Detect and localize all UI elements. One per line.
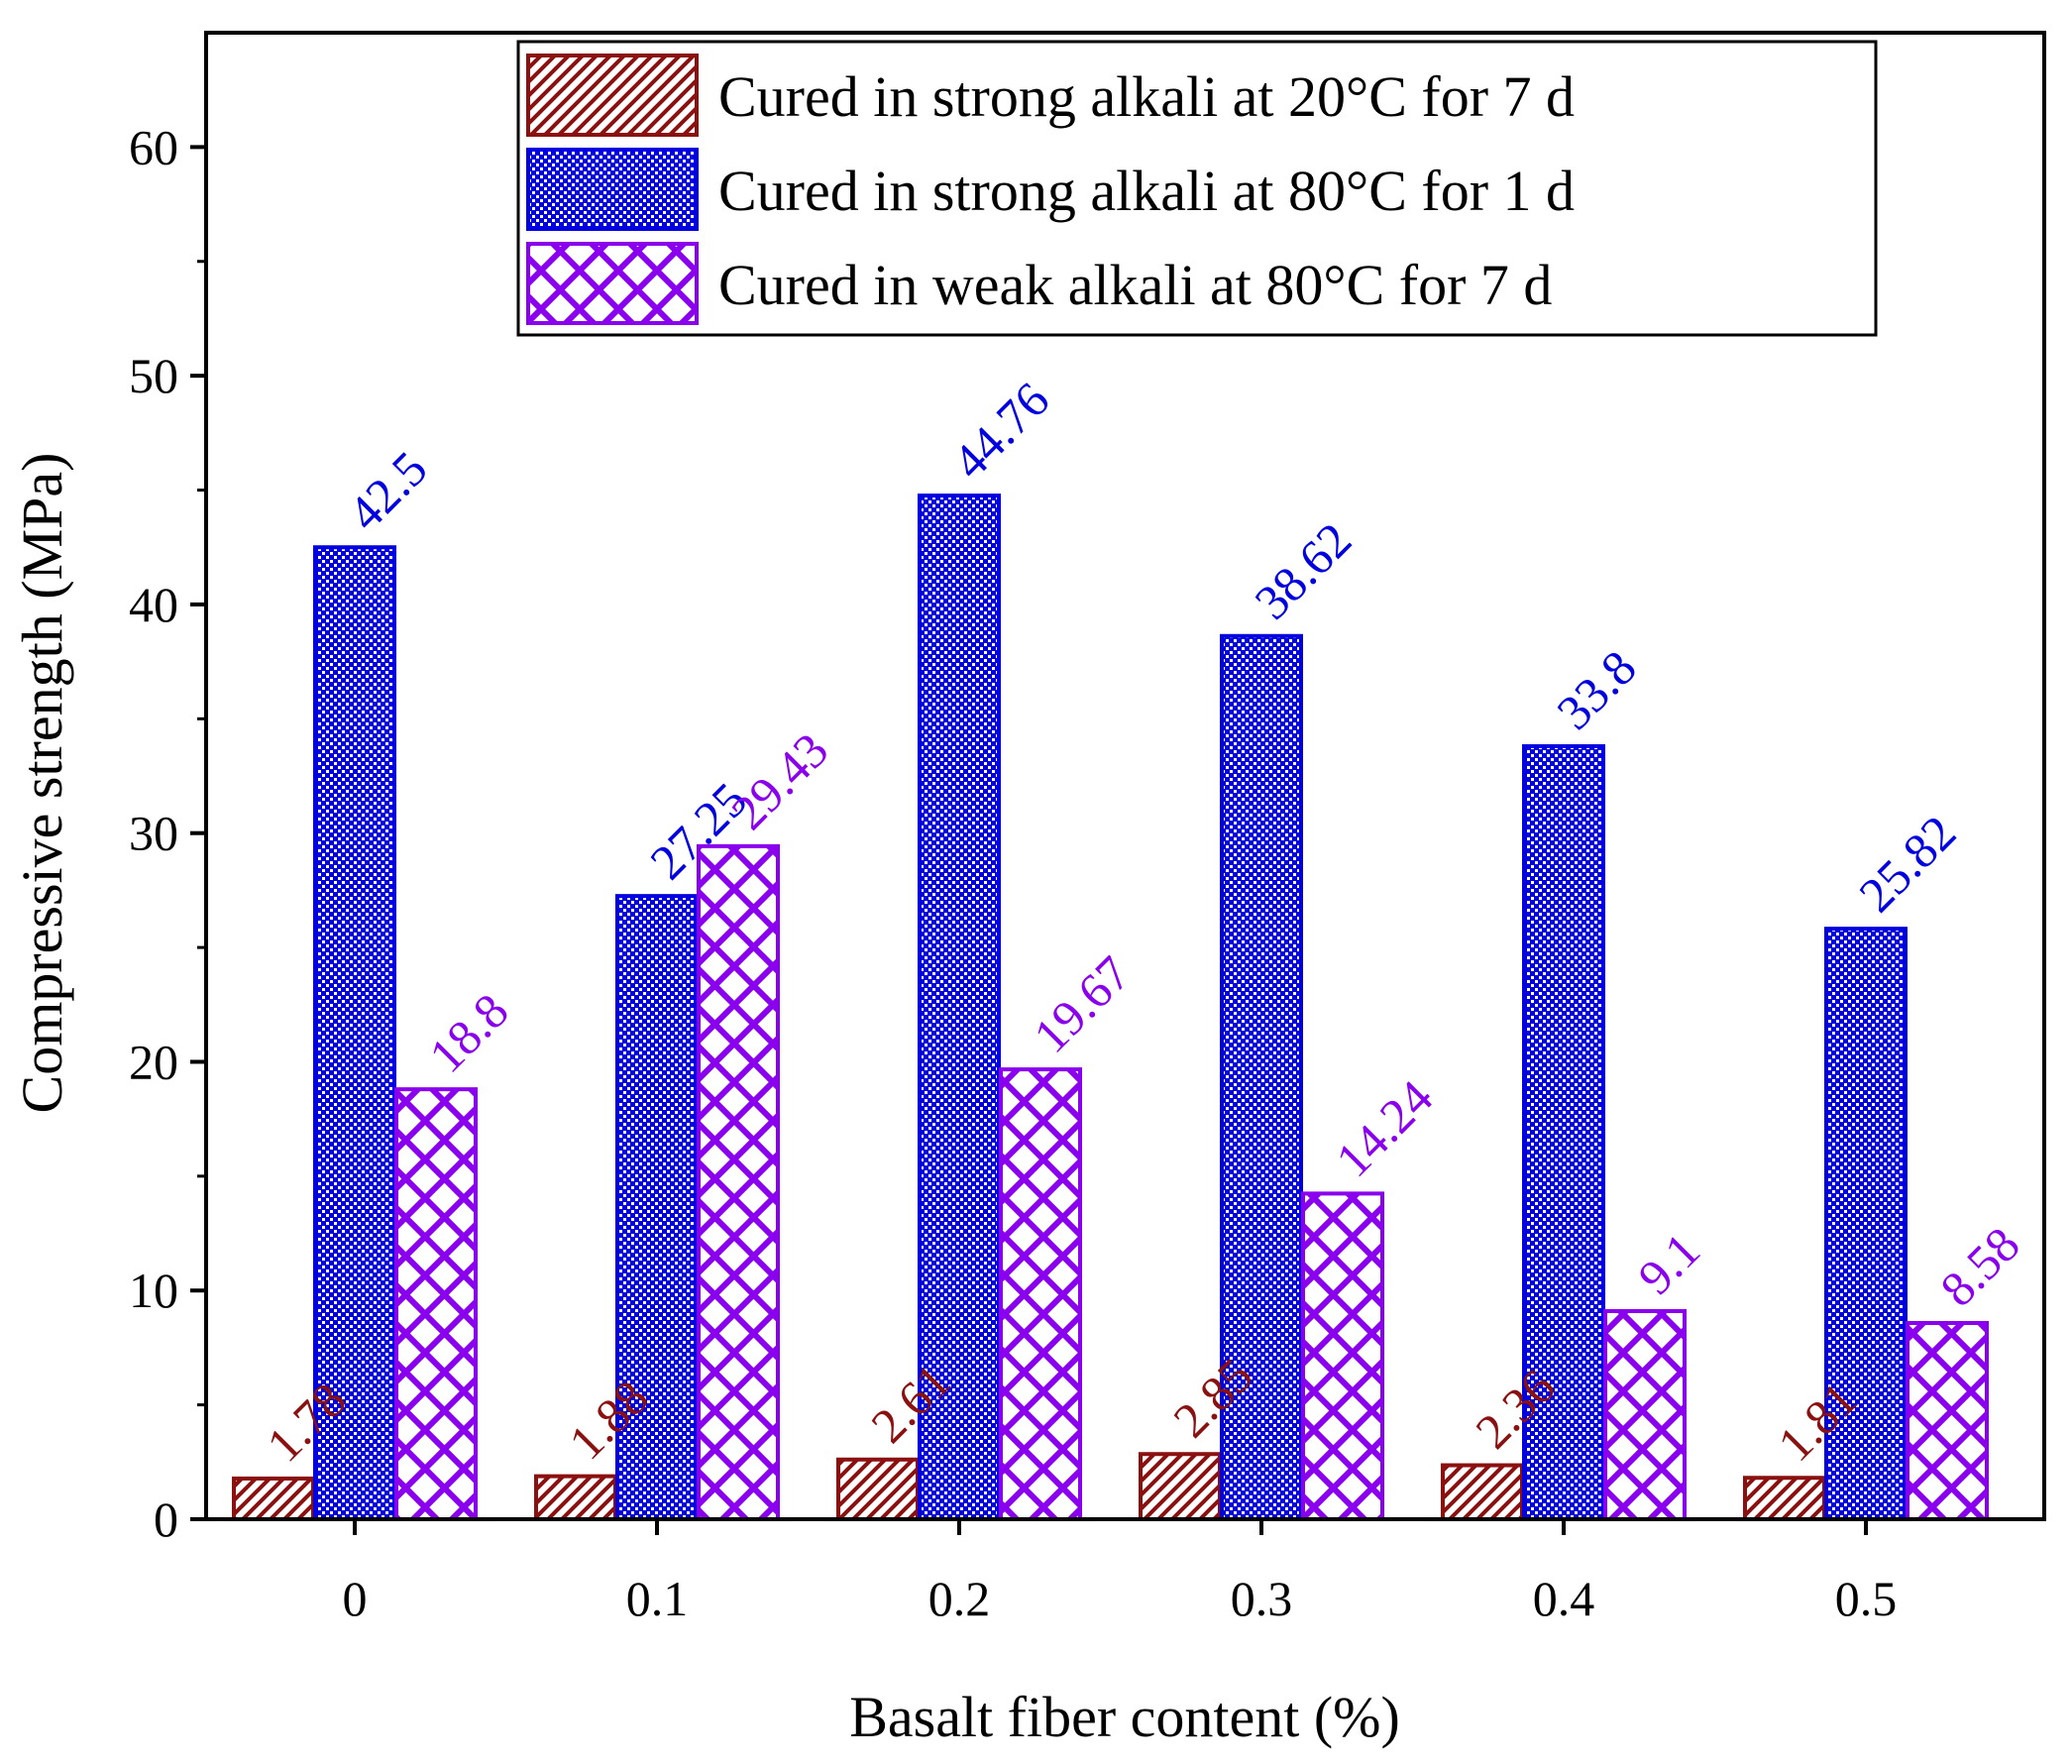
legend-label-strong-80c: Cured in strong alkali at 80°C for 1 d: [718, 159, 1575, 223]
bar-weak-80c-5: [1906, 1321, 1989, 1521]
data-label-weak-80c-3: 14.24: [1325, 1069, 1443, 1187]
data-label-weak-80c-2: 19.67: [1023, 945, 1141, 1063]
legend-swatch-strong-80c: [526, 148, 699, 231]
y-axis-title: Compressive strength (MPa): [10, 453, 74, 1114]
x-tick-label-3: 0.3: [1231, 1571, 1293, 1626]
y-tick-label-30: 30: [129, 806, 178, 861]
bar-weak-80c-2: [999, 1067, 1082, 1521]
data-label-weak-80c-4: 9.1: [1627, 1222, 1710, 1305]
data-label-weak-80c-0: 18.8: [418, 982, 518, 1082]
bar-weak-80c-4: [1603, 1309, 1687, 1521]
y-tick-label-0: 0: [154, 1491, 178, 1547]
legend-item-strong-80c: Cured in strong alkali at 80°C for 1 d: [526, 148, 1575, 231]
legend: Cured in strong alkali at 20°C for 7 d C…: [516, 40, 1878, 337]
x-tick-label-1: 0.1: [626, 1571, 689, 1626]
legend-swatch-strong-20c: [526, 54, 699, 137]
bar-strong-80c-1: [615, 894, 699, 1521]
legend-box: [516, 40, 1878, 337]
legend-label-strong-20c: Cured in strong alkali at 20°C for 7 d: [718, 64, 1575, 129]
bar-strong-80c-0: [313, 545, 396, 1521]
bar-strong-20c-4: [1441, 1463, 1524, 1521]
x-tick-label-4: 0.4: [1533, 1571, 1595, 1626]
x-tick-label-0: 0: [343, 1571, 368, 1626]
bar-strong-20c-5: [1743, 1476, 1826, 1521]
data-label-strong-80c-2: 44.76: [941, 372, 1059, 490]
legend-swatch-weak-80c: [526, 242, 699, 325]
x-tick-label-5: 0.5: [1835, 1571, 1898, 1626]
x-axis: 0 0.1 0.2 0.3 0.4 0.5: [343, 1519, 1898, 1626]
y-axis: 0 10 20 30 40 50 60: [129, 119, 206, 1547]
y-tick-label-40: 40: [129, 577, 178, 632]
y-tick-label-10: 10: [129, 1263, 178, 1318]
plot-frame: [204, 31, 2046, 1521]
bar-strong-20c-0: [232, 1476, 315, 1522]
bar-strong-80c-5: [1824, 927, 1908, 1521]
legend-label-weak-80c: Cured in weak alkali at 80°C for 7 d: [718, 253, 1552, 317]
bar-strong-80c-4: [1522, 744, 1605, 1521]
data-label-strong-80c-0: 42.5: [337, 441, 437, 541]
bar-strong-20c-1: [534, 1474, 617, 1521]
bar-strong-20c-2: [836, 1457, 920, 1522]
data-label-strong-80c-5: 25.82: [1848, 805, 1966, 923]
data-label-strong-80c-4: 33.8: [1546, 639, 1646, 739]
bar-strong-80c-3: [1220, 633, 1303, 1521]
data-labels-layer: 1.78 1.88 2.61 2.85 2.36 1.8142.527.2544.7638…: [256, 372, 2029, 1473]
bar-weak-80c-0: [394, 1087, 478, 1521]
legend-item-strong-20c: Cured in strong alkali at 20°C for 7 d: [526, 54, 1575, 137]
bar-weak-80c-1: [697, 843, 780, 1521]
bar-strong-20c-3: [1139, 1452, 1222, 1521]
legend-item-weak-80c: Cured in weak alkali at 80°C for 7 d: [526, 242, 1552, 325]
data-label-strong-80c-3: 38.62: [1244, 511, 1362, 629]
y-tick-label-20: 20: [129, 1034, 178, 1089]
x-axis-title: Basalt fiber content (%): [849, 1685, 1400, 1749]
y-tick-label-60: 60: [129, 119, 178, 174]
data-label-weak-80c-5: 8.58: [1929, 1216, 2029, 1316]
bar-weak-80c-3: [1301, 1191, 1384, 1522]
x-tick-label-2: 0.2: [928, 1571, 991, 1626]
y-tick-label-50: 50: [129, 348, 178, 403]
